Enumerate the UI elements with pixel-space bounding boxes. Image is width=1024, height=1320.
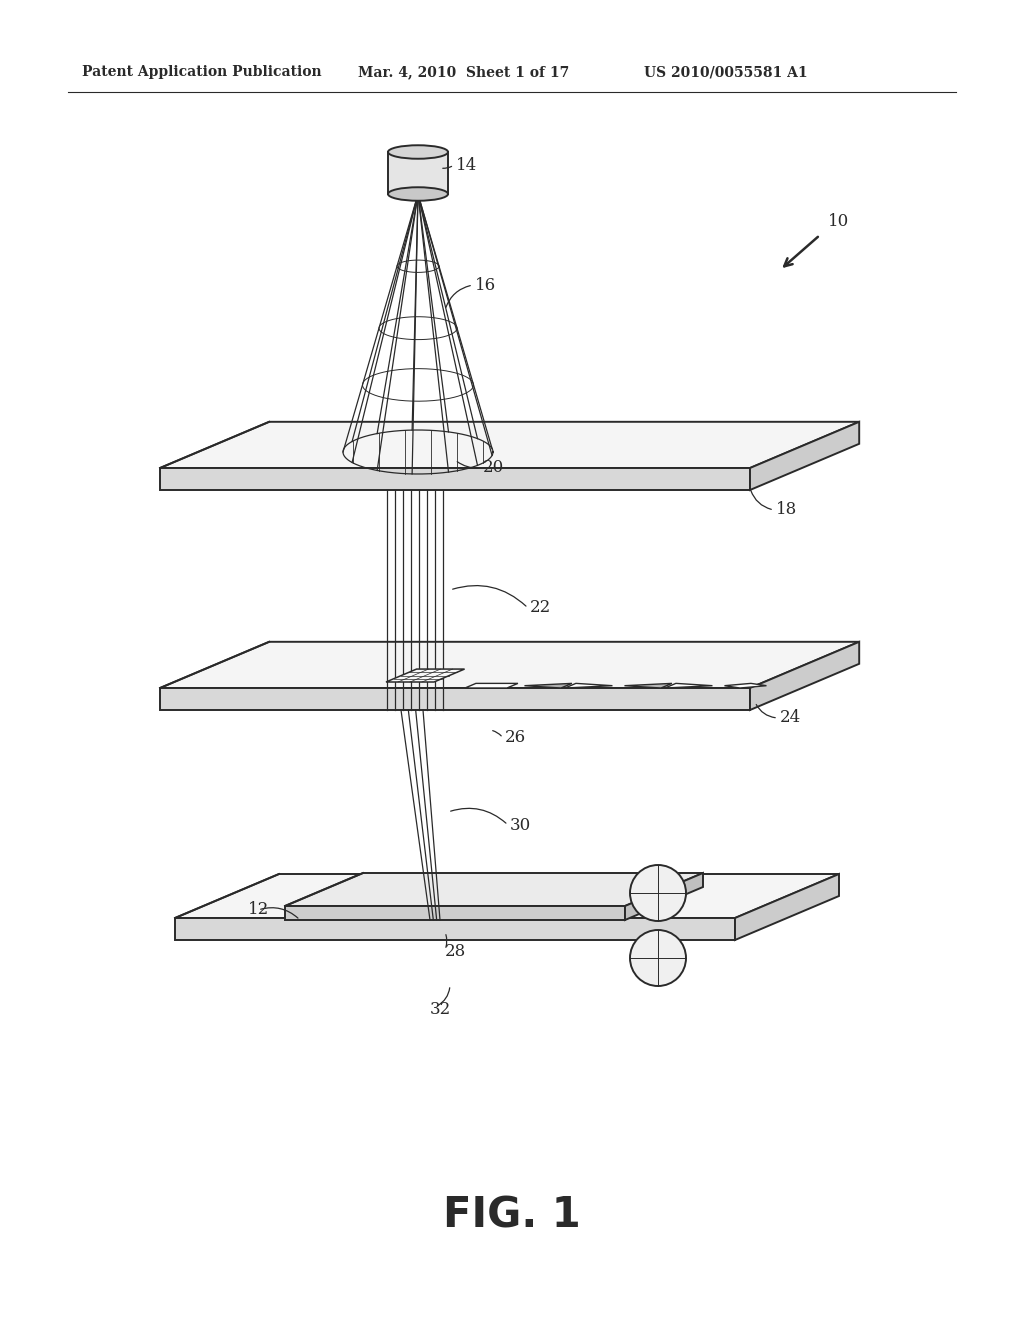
Text: Patent Application Publication: Patent Application Publication bbox=[82, 65, 322, 79]
Polygon shape bbox=[160, 688, 750, 710]
Polygon shape bbox=[735, 874, 839, 940]
Polygon shape bbox=[665, 684, 713, 688]
Polygon shape bbox=[724, 684, 766, 688]
Text: 28: 28 bbox=[445, 944, 466, 961]
Text: FIG. 1: FIG. 1 bbox=[443, 1195, 581, 1236]
Polygon shape bbox=[625, 873, 703, 920]
Polygon shape bbox=[160, 422, 859, 469]
Text: 16: 16 bbox=[475, 276, 496, 293]
Text: 22: 22 bbox=[530, 599, 551, 616]
Text: 32: 32 bbox=[430, 1002, 452, 1019]
Text: 30: 30 bbox=[510, 817, 531, 833]
Text: 14: 14 bbox=[456, 157, 477, 173]
Polygon shape bbox=[386, 669, 465, 682]
Text: 26: 26 bbox=[505, 730, 526, 747]
Polygon shape bbox=[465, 684, 518, 688]
Text: 12: 12 bbox=[248, 902, 269, 919]
Ellipse shape bbox=[388, 187, 449, 201]
Polygon shape bbox=[524, 684, 572, 688]
Ellipse shape bbox=[630, 865, 686, 921]
Text: 10: 10 bbox=[828, 214, 849, 231]
Polygon shape bbox=[750, 642, 859, 710]
Polygon shape bbox=[750, 422, 859, 490]
Polygon shape bbox=[565, 684, 612, 688]
Text: US 2010/0055581 A1: US 2010/0055581 A1 bbox=[644, 65, 808, 79]
Polygon shape bbox=[625, 684, 672, 688]
Polygon shape bbox=[160, 469, 750, 490]
Text: 18: 18 bbox=[776, 502, 798, 519]
Polygon shape bbox=[285, 873, 703, 906]
Text: 20: 20 bbox=[483, 459, 504, 477]
Text: Mar. 4, 2010  Sheet 1 of 17: Mar. 4, 2010 Sheet 1 of 17 bbox=[358, 65, 569, 79]
Bar bbox=[388, 152, 449, 194]
Ellipse shape bbox=[630, 931, 686, 986]
Polygon shape bbox=[175, 917, 735, 940]
Polygon shape bbox=[160, 642, 859, 688]
Text: 24: 24 bbox=[780, 710, 801, 726]
Ellipse shape bbox=[388, 145, 449, 158]
Polygon shape bbox=[175, 874, 839, 917]
Polygon shape bbox=[285, 906, 625, 920]
